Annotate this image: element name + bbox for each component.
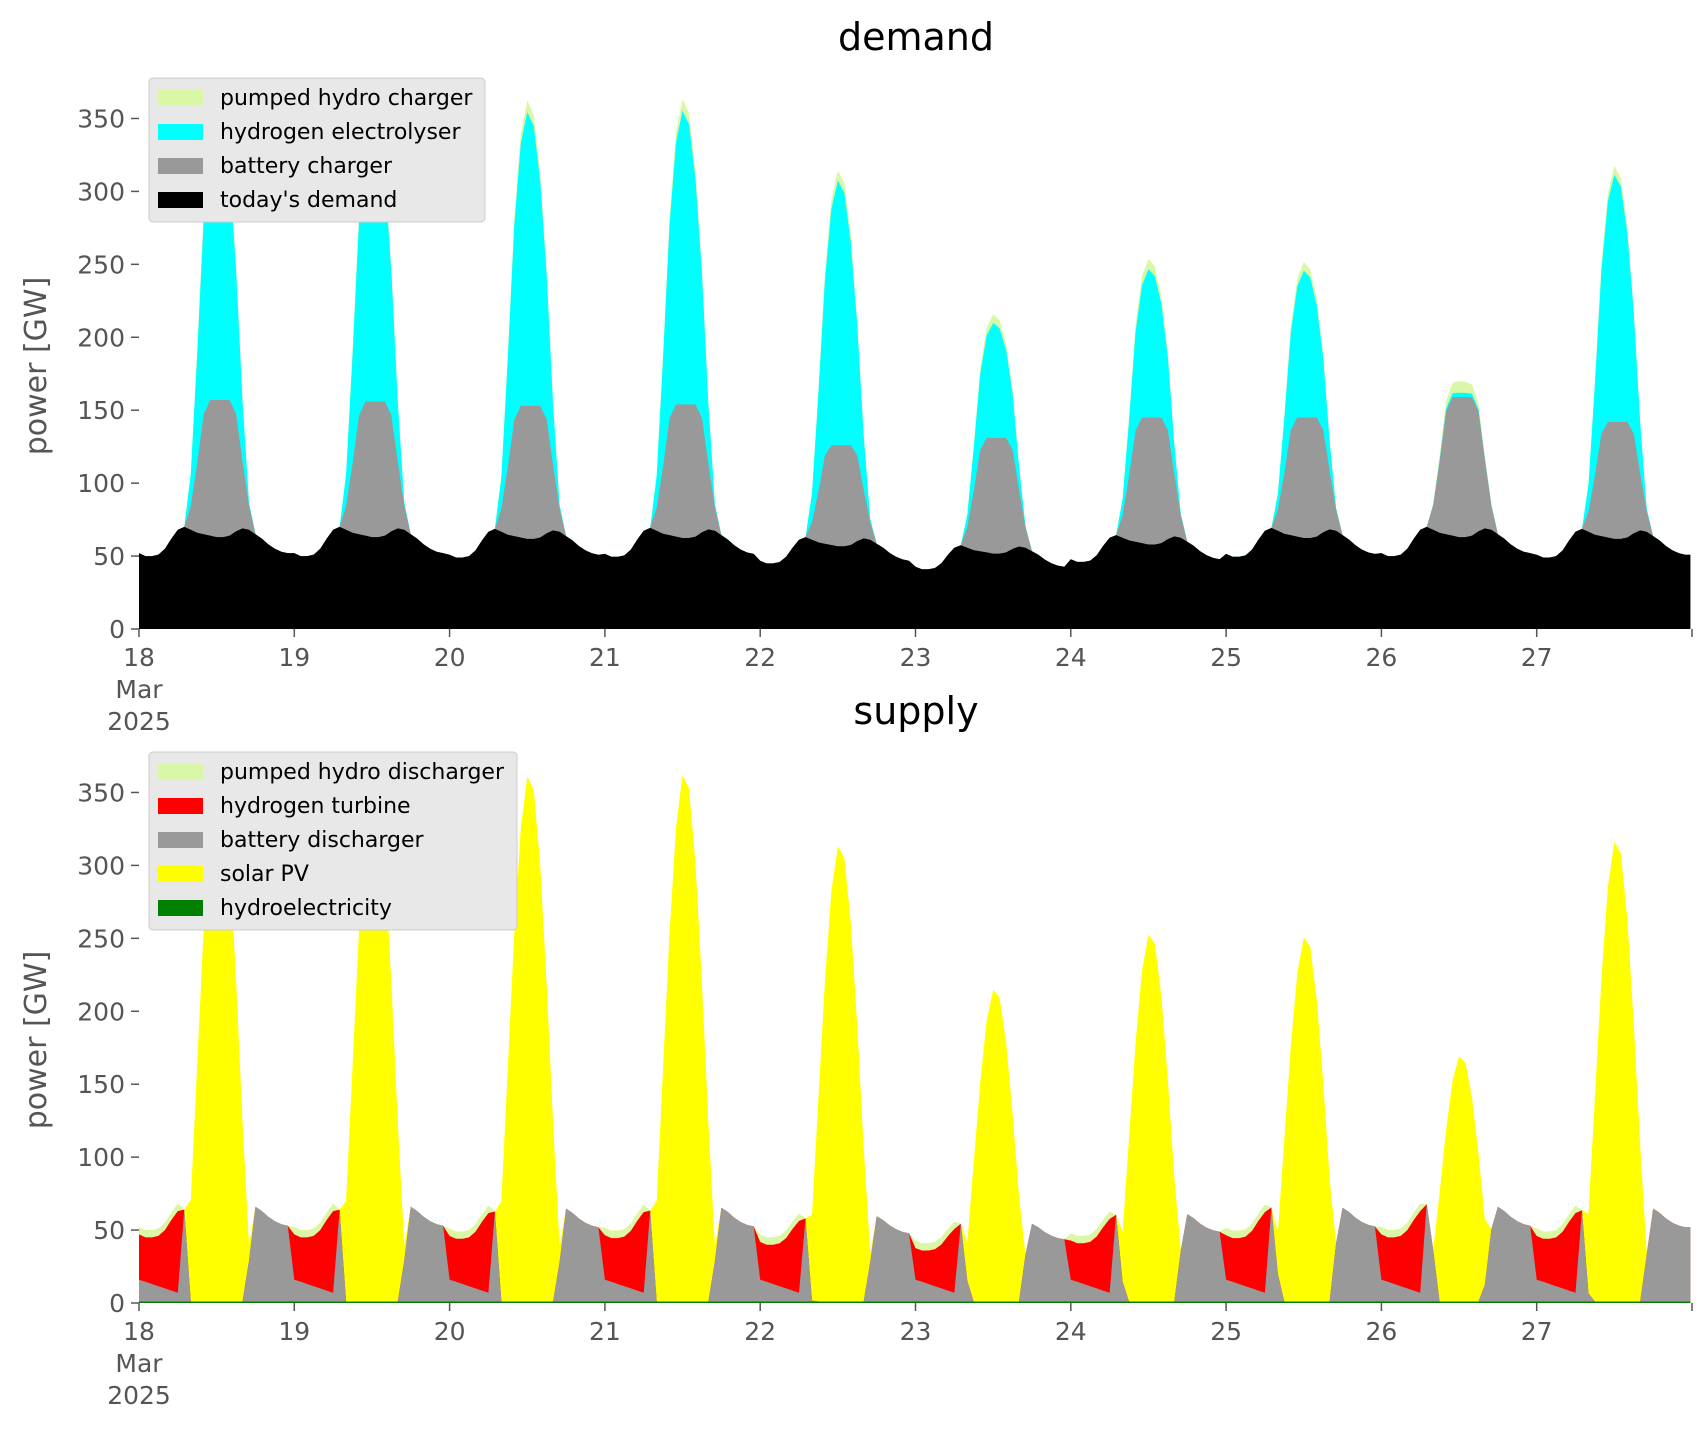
legend-label: pumped hydro discharger <box>220 760 505 785</box>
x-tick-label: 19 <box>278 1317 310 1346</box>
supply-legend: pumped hydro discharger hydrogen turbine b… <box>148 751 518 931</box>
y-tick-label: 350 <box>77 778 125 807</box>
supply-title: supply <box>853 689 978 733</box>
y-tick-label: 200 <box>77 323 125 352</box>
x-tick-label: 21 <box>589 1317 621 1346</box>
x-tick-label: 2025 <box>107 707 171 736</box>
demand-y-axis: 0 50 100 150 200 250 300 350 <box>77 104 139 644</box>
x-tick-label: 22 <box>744 643 776 672</box>
x-tick-label: 27 <box>1521 1317 1553 1346</box>
legend-label: today's demand <box>220 188 397 213</box>
supply-plot-area <box>139 769 1691 1303</box>
y-tick-label: 150 <box>77 396 125 425</box>
x-tick-label: Mar <box>115 1349 163 1378</box>
legend-swatch <box>158 832 203 848</box>
legend-swatch <box>158 192 203 208</box>
x-tick-label: 27 <box>1521 643 1553 672</box>
legend-swatch <box>158 158 203 174</box>
supply-y-label: power [GW] <box>19 951 54 1130</box>
x-tick-label: 26 <box>1365 1317 1397 1346</box>
legend-swatch <box>158 90 203 106</box>
y-tick-label: 0 <box>109 615 125 644</box>
area-todays-demand <box>139 526 1691 629</box>
area-battery-discharger <box>139 1204 1691 1303</box>
x-tick-label: 21 <box>589 643 621 672</box>
x-tick-label: 2025 <box>107 1381 171 1410</box>
legend-swatch <box>158 900 203 916</box>
legend-box <box>148 77 486 223</box>
x-tick-label: 23 <box>900 643 932 672</box>
x-tick-label: 24 <box>1055 1317 1087 1346</box>
x-tick-label: 18 <box>123 643 155 672</box>
supply-x-axis: 18 Mar 2025 19 20 21 22 23 24 25 26 27 <box>107 1303 1693 1410</box>
x-tick-label: 19 <box>278 643 310 672</box>
legend-swatch <box>158 866 203 882</box>
legend-label: battery charger <box>220 154 393 179</box>
demand-title: demand <box>838 15 994 59</box>
legend-label: hydrogen electrolyser <box>220 120 461 145</box>
legend-label: solar PV <box>220 862 309 887</box>
y-tick-label: 50 <box>93 1216 125 1245</box>
x-tick-label: 18 <box>123 1317 155 1346</box>
x-tick-label: 24 <box>1055 643 1087 672</box>
y-tick-label: 100 <box>77 1143 125 1172</box>
y-tick-label: 300 <box>77 177 125 206</box>
legend-label: battery discharger <box>220 828 425 853</box>
demand-y-label: power [GW] <box>19 277 54 456</box>
x-tick-label: 20 <box>434 1317 466 1346</box>
area-hydroelectricity <box>139 1301 1691 1303</box>
x-tick-label: 23 <box>900 1317 932 1346</box>
x-tick-label: 25 <box>1210 643 1242 672</box>
demand-plot-area <box>139 93 1691 630</box>
x-tick-label: 22 <box>744 1317 776 1346</box>
y-tick-label: 350 <box>77 104 125 133</box>
legend-label: hydroelectricity <box>220 896 392 921</box>
supply-y-axis: 0 50 100 150 200 250 300 350 <box>77 778 139 1318</box>
y-tick-label: 150 <box>77 1070 125 1099</box>
x-tick-label: 20 <box>434 643 466 672</box>
y-tick-label: 50 <box>93 542 125 571</box>
y-tick-label: 300 <box>77 851 125 880</box>
legend-label: hydrogen turbine <box>220 794 411 819</box>
x-tick-label: 25 <box>1210 1317 1242 1346</box>
area-solar-pv <box>139 769 1691 1303</box>
y-tick-label: 250 <box>77 250 125 279</box>
demand-x-axis: 18 Mar 2025 19 20 21 22 23 24 25 26 27 <box>107 629 1693 736</box>
y-tick-label: 0 <box>109 1289 125 1318</box>
area-hydrogen-turbine <box>139 1204 1691 1303</box>
y-tick-label: 200 <box>77 997 125 1026</box>
y-tick-label: 250 <box>77 924 125 953</box>
demand-legend: pumped hydro charger hydrogen electrolyse… <box>148 77 486 223</box>
legend-label: pumped hydro charger <box>220 86 473 111</box>
x-tick-label: 26 <box>1365 643 1397 672</box>
legend-swatch <box>158 798 203 814</box>
legend-swatch <box>158 124 203 140</box>
legend-swatch <box>158 764 203 780</box>
legend-box <box>148 751 518 931</box>
x-tick-label: Mar <box>115 675 163 704</box>
y-tick-label: 100 <box>77 469 125 498</box>
